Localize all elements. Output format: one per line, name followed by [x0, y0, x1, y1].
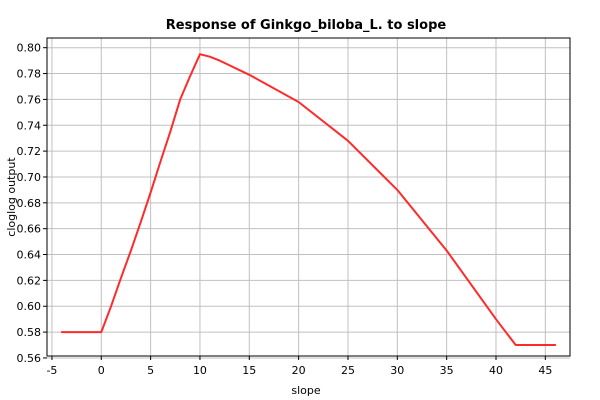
y-tick-label: 0.68 [17, 197, 42, 210]
x-tick-label: 10 [193, 364, 207, 377]
x-tick-label: 30 [390, 364, 404, 377]
series-layer [60, 53, 557, 346]
y-tick-label: 0.66 [17, 223, 42, 236]
x-tick-label: 15 [242, 364, 256, 377]
y-tick-label: 0.76 [17, 93, 42, 106]
x-tick-label: 5 [147, 364, 154, 377]
response-curve [60, 53, 557, 346]
y-tick-label: 0.80 [17, 42, 42, 55]
grid-lines [47, 38, 570, 359]
y-tick-label: 0.70 [17, 171, 42, 184]
y-tick-label: 0.64 [17, 249, 42, 262]
x-tick-label: 35 [440, 364, 454, 377]
y-tick-label: 0.60 [17, 300, 42, 313]
y-tick-label: 0.56 [17, 352, 42, 365]
y-tick-label: 0.78 [17, 68, 42, 81]
x-tick-label: 0 [98, 364, 105, 377]
y-axis-label: cloglog output [5, 157, 18, 237]
x-tick-label: 25 [341, 364, 355, 377]
x-tick-label: 20 [292, 364, 306, 377]
x-axis-label: slope [291, 384, 320, 397]
y-tick-label: 0.62 [17, 274, 42, 287]
axis-ticks: -5 0 5 10 15 20 25 30 35 40 45 0.56 0.58 0.60 0.62 0.64… [17, 42, 553, 377]
chart-title: Response of Ginkgo_biloba_L. to slope [166, 18, 447, 33]
y-tick-label: 0.58 [17, 326, 42, 339]
x-tick-label: 45 [538, 364, 552, 377]
plot-frame [46, 37, 571, 357]
x-tick-label: 40 [489, 364, 503, 377]
y-tick-label: 0.72 [17, 145, 42, 158]
x-tick-label: -5 [46, 364, 57, 377]
y-tick-label: 0.74 [17, 119, 42, 132]
